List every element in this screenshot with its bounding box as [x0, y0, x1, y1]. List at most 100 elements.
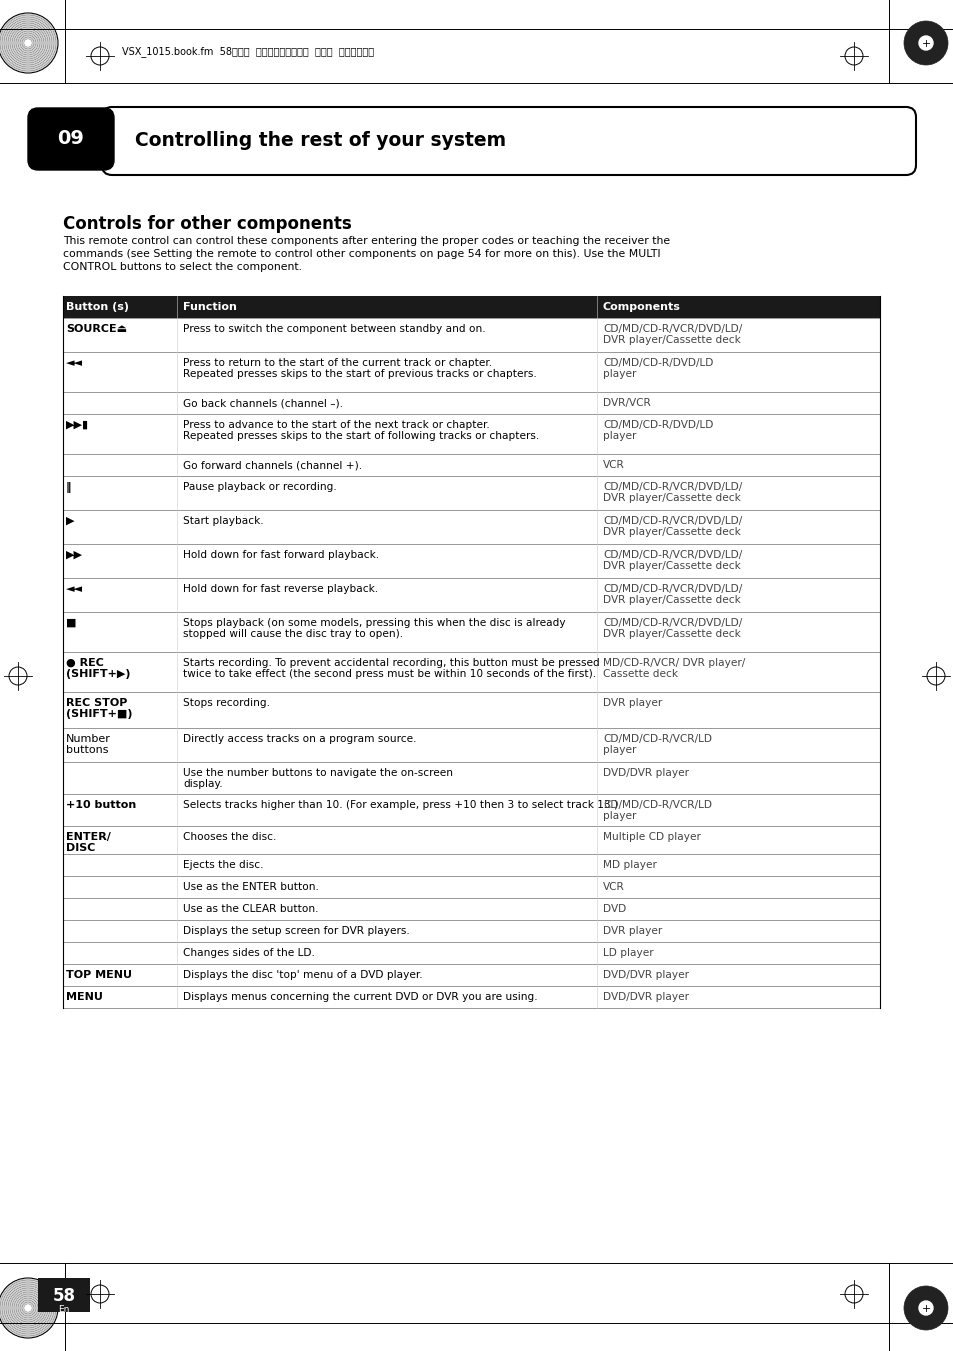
Text: Press to switch the component between standby and on.: Press to switch the component between st… — [183, 324, 485, 334]
Text: DVD/DVR player: DVD/DVR player — [602, 992, 688, 1002]
Circle shape — [903, 22, 947, 65]
Text: CD/MD/CD-R/VCR/DVD/LD/: CD/MD/CD-R/VCR/DVD/LD/ — [602, 550, 741, 561]
Text: Repeated presses skips to the start of following tracks or chapters.: Repeated presses skips to the start of f… — [183, 431, 538, 440]
Text: ▶▶: ▶▶ — [66, 550, 83, 561]
Text: DVD: DVD — [602, 904, 625, 915]
Text: Chooses the disc.: Chooses the disc. — [183, 832, 276, 842]
Text: Number: Number — [66, 734, 111, 744]
Text: Hold down for fast reverse playback.: Hold down for fast reverse playback. — [183, 584, 377, 594]
Text: DVR player/Cassette deck: DVR player/Cassette deck — [602, 493, 740, 503]
Text: Stops recording.: Stops recording. — [183, 698, 270, 708]
Text: LD player: LD player — [602, 948, 653, 958]
Text: DVR player/Cassette deck: DVR player/Cassette deck — [602, 561, 740, 571]
Text: Directly access tracks on a program source.: Directly access tracks on a program sour… — [183, 734, 416, 744]
Text: DVR player: DVR player — [602, 698, 661, 708]
Bar — [38, 1278, 90, 1312]
Text: CD/MD/CD-R/VCR/DVD/LD/: CD/MD/CD-R/VCR/DVD/LD/ — [602, 324, 741, 334]
Text: Selects tracks higher than 10. (For example, press +10 then 3 to select track 13: Selects tracks higher than 10. (For exam… — [183, 800, 618, 811]
Text: DVR player/Cassette deck: DVR player/Cassette deck — [602, 335, 740, 345]
Text: Go back channels (channel –).: Go back channels (channel –). — [183, 399, 343, 408]
Text: Changes sides of the LD.: Changes sides of the LD. — [183, 948, 314, 958]
Text: +10 button: +10 button — [66, 800, 136, 811]
Text: Button (s): Button (s) — [66, 303, 129, 312]
Bar — [63, 296, 879, 317]
Text: Function: Function — [183, 303, 236, 312]
Text: ■: ■ — [66, 617, 76, 628]
Text: Multiple CD player: Multiple CD player — [602, 832, 700, 842]
Text: VSX_1015.book.fm  58ページ  ２００５年３月７日  月曜日  午後７時０分: VSX_1015.book.fm 58ページ ２００５年３月７日 月曜日 午後７… — [122, 46, 374, 58]
Text: player: player — [602, 744, 636, 755]
Text: Go forward channels (channel +).: Go forward channels (channel +). — [183, 459, 362, 470]
Text: player: player — [602, 369, 636, 380]
Text: DVD/DVR player: DVD/DVR player — [602, 970, 688, 979]
Text: Controls for other components: Controls for other components — [63, 215, 352, 232]
Text: REC STOP: REC STOP — [66, 698, 128, 708]
Text: Hold down for fast forward playback.: Hold down for fast forward playback. — [183, 550, 378, 561]
Text: player: player — [602, 431, 636, 440]
Text: TOP MENU: TOP MENU — [66, 970, 132, 979]
Text: player: player — [602, 811, 636, 821]
Text: DVR player: DVR player — [602, 925, 661, 936]
FancyBboxPatch shape — [102, 107, 915, 176]
Text: ◄◄: ◄◄ — [66, 584, 83, 594]
Text: Starts recording. To prevent accidental recording, this button must be pressed: Starts recording. To prevent accidental … — [183, 658, 599, 667]
Text: Use as the CLEAR button.: Use as the CLEAR button. — [183, 904, 318, 915]
Text: This remote control can control these components after entering the proper codes: This remote control can control these co… — [63, 236, 669, 246]
Text: Displays the disc 'top' menu of a DVD player.: Displays the disc 'top' menu of a DVD pl… — [183, 970, 422, 979]
Text: Stops playback (on some models, pressing this when the disc is already: Stops playback (on some models, pressing… — [183, 617, 565, 628]
Circle shape — [918, 1301, 932, 1315]
Text: MD/CD-R/VCR/ DVR player/: MD/CD-R/VCR/ DVR player/ — [602, 658, 744, 667]
Text: DVR player/Cassette deck: DVR player/Cassette deck — [602, 630, 740, 639]
Text: ‖: ‖ — [66, 482, 71, 493]
Text: Cassette deck: Cassette deck — [602, 669, 678, 680]
Text: Ejects the disc.: Ejects the disc. — [183, 861, 263, 870]
Text: Start playback.: Start playback. — [183, 516, 263, 526]
Text: SOURCE⏏: SOURCE⏏ — [66, 324, 127, 334]
Text: stopped will cause the disc tray to open).: stopped will cause the disc tray to open… — [183, 630, 403, 639]
Text: (SHIFT+▶): (SHIFT+▶) — [66, 669, 131, 680]
Text: (SHIFT+■): (SHIFT+■) — [66, 709, 132, 719]
Text: CD/MD/CD-R/DVD/LD: CD/MD/CD-R/DVD/LD — [602, 420, 713, 430]
Text: DVR/VCR: DVR/VCR — [602, 399, 650, 408]
Text: VCR: VCR — [602, 882, 624, 892]
Text: Components: Components — [602, 303, 680, 312]
Text: ● REC: ● REC — [66, 658, 104, 667]
Text: Pause playback or recording.: Pause playback or recording. — [183, 482, 336, 492]
Text: MENU: MENU — [66, 992, 103, 1002]
Text: Displays menus concerning the current DVD or DVR you are using.: Displays menus concerning the current DV… — [183, 992, 537, 1002]
Text: ENTER/: ENTER/ — [66, 832, 111, 842]
Text: Repeated presses skips to the start of previous tracks or chapters.: Repeated presses skips to the start of p… — [183, 369, 537, 380]
Circle shape — [903, 1286, 947, 1329]
Text: DVR player/Cassette deck: DVR player/Cassette deck — [602, 594, 740, 605]
Text: ▶: ▶ — [66, 516, 74, 526]
Text: CD/MD/CD-R/VCR/DVD/LD/: CD/MD/CD-R/VCR/DVD/LD/ — [602, 584, 741, 594]
Text: CD/MD/CD-R/VCR/LD: CD/MD/CD-R/VCR/LD — [602, 734, 711, 744]
Text: ▶▶▮: ▶▶▮ — [66, 420, 89, 430]
Text: Controlling the rest of your system: Controlling the rest of your system — [135, 131, 506, 150]
Text: Press to advance to the start of the next track or chapter.: Press to advance to the start of the nex… — [183, 420, 489, 430]
Circle shape — [25, 1305, 30, 1310]
Circle shape — [918, 36, 932, 50]
Text: 09: 09 — [57, 130, 85, 149]
Text: DVR player/Cassette deck: DVR player/Cassette deck — [602, 527, 740, 536]
Text: Displays the setup screen for DVR players.: Displays the setup screen for DVR player… — [183, 925, 410, 936]
Text: buttons: buttons — [66, 744, 109, 755]
Text: ◄◄: ◄◄ — [66, 358, 83, 367]
Text: Use the number buttons to navigate the on-screen: Use the number buttons to navigate the o… — [183, 767, 453, 778]
FancyBboxPatch shape — [28, 108, 113, 170]
Text: Press to return to the start of the current track or chapter.: Press to return to the start of the curr… — [183, 358, 492, 367]
Text: CD/MD/CD-R/VCR/DVD/LD/: CD/MD/CD-R/VCR/DVD/LD/ — [602, 482, 741, 492]
Text: MD player: MD player — [602, 861, 657, 870]
Text: CD/MD/CD-R/VCR/LD: CD/MD/CD-R/VCR/LD — [602, 800, 711, 811]
Text: twice to take effect (the second press must be within 10 seconds of the first).: twice to take effect (the second press m… — [183, 669, 596, 680]
Text: Use as the ENTER button.: Use as the ENTER button. — [183, 882, 318, 892]
Text: CD/MD/CD-R/DVD/LD: CD/MD/CD-R/DVD/LD — [602, 358, 713, 367]
Text: VCR: VCR — [602, 459, 624, 470]
Circle shape — [25, 41, 30, 46]
Text: commands (see Setting the remote to control other components on page 54 for more: commands (see Setting the remote to cont… — [63, 249, 659, 259]
Text: CD/MD/CD-R/VCR/DVD/LD/: CD/MD/CD-R/VCR/DVD/LD/ — [602, 516, 741, 526]
Text: CD/MD/CD-R/VCR/DVD/LD/: CD/MD/CD-R/VCR/DVD/LD/ — [602, 617, 741, 628]
Text: DVD/DVR player: DVD/DVR player — [602, 767, 688, 778]
Text: 58: 58 — [52, 1288, 75, 1305]
Text: DISC: DISC — [66, 843, 95, 852]
